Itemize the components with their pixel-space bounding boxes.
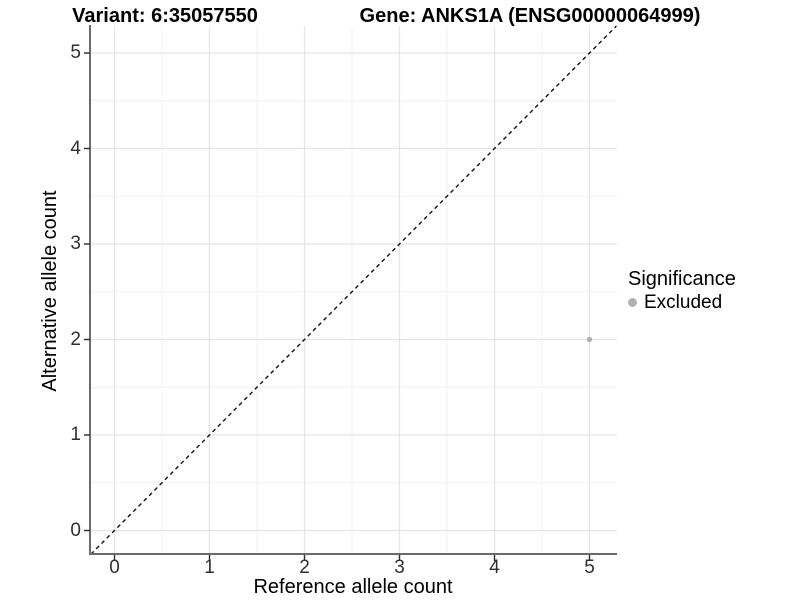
y-tick-label: 0 — [70, 519, 81, 541]
data-point — [586, 336, 593, 343]
x-axis-ticks — [113, 555, 591, 561]
y-tick-label: 5 — [70, 42, 81, 63]
legend: Significance Excluded — [628, 268, 736, 314]
grid-minor — [91, 26, 617, 553]
x-axis-title: Reference allele count — [253, 576, 453, 598]
x-tick-label: 2 — [299, 557, 310, 578]
plot-title-gene: Gene: ANKS1A (ENSG00000064999) — [359, 5, 701, 27]
y-axis-ticks — [84, 52, 90, 532]
y-tick-label: 2 — [70, 328, 81, 350]
legend-title: Significance — [628, 268, 736, 290]
x-tick-label: 5 — [584, 557, 595, 578]
x-tick-label: 4 — [489, 557, 500, 578]
y-tick-label: 3 — [70, 233, 81, 254]
y-tick-label: 4 — [70, 137, 81, 159]
x-tick-label: 3 — [394, 557, 405, 578]
grid-major — [91, 26, 617, 553]
x-tick-label: 0 — [109, 557, 120, 578]
identity-reference-line — [90, 25, 617, 555]
legend-item-excluded: Excluded — [628, 291, 736, 314]
y-axis-title: Alternative allele count — [39, 190, 61, 392]
plot-title-variant: Variant: 6:35057550 — [72, 5, 258, 27]
legend-item-label: Excluded — [644, 291, 723, 313]
y-tick-label: 1 — [70, 424, 81, 445]
legend-point-icon — [628, 298, 637, 307]
x-tick-label: 1 — [204, 557, 215, 578]
